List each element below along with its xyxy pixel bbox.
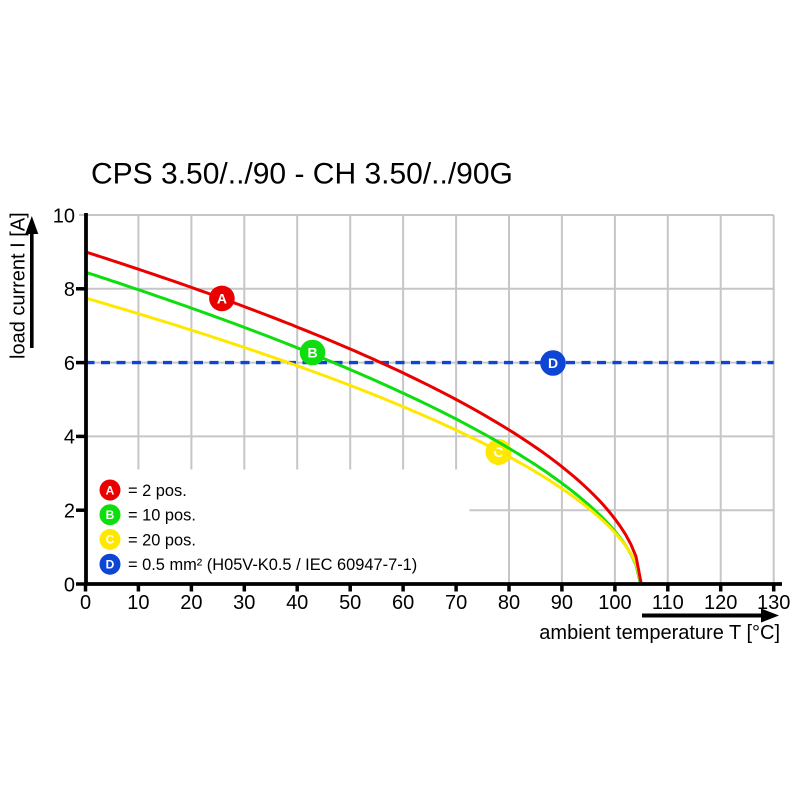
svg-text:110: 110 (652, 592, 684, 614)
svg-text:A: A (217, 291, 227, 307)
svg-text:90: 90 (551, 592, 573, 614)
svg-text:C: C (106, 533, 115, 547)
svg-text:0: 0 (64, 574, 75, 596)
svg-text:130: 130 (757, 592, 790, 614)
svg-text:CPS 3.50/../90 - CH 3.50/../90: CPS 3.50/../90 - CH 3.50/../90G (91, 158, 513, 191)
svg-text:80: 80 (498, 592, 520, 614)
svg-text:0: 0 (80, 592, 91, 614)
svg-text:60: 60 (392, 592, 414, 614)
svg-text:2: 2 (64, 501, 75, 523)
svg-text:120: 120 (704, 592, 737, 614)
svg-text:40: 40 (286, 592, 308, 614)
svg-text:= 20 pos.: = 20 pos. (128, 531, 196, 549)
svg-text:B: B (106, 508, 115, 522)
svg-text:D: D (548, 355, 558, 371)
svg-text:8: 8 (64, 279, 75, 301)
svg-text:ambient temperature T [°C]: ambient temperature T [°C] (539, 622, 780, 644)
svg-text:10: 10 (53, 205, 75, 227)
svg-text:= 10 pos.: = 10 pos. (128, 507, 196, 525)
svg-text:A: A (106, 483, 115, 497)
svg-text:100: 100 (598, 592, 631, 614)
svg-text:load current I [A]: load current I [A] (8, 212, 30, 359)
svg-text:4: 4 (64, 427, 75, 449)
svg-text:10: 10 (127, 592, 149, 614)
svg-text:30: 30 (233, 592, 255, 614)
svg-text:50: 50 (339, 592, 361, 614)
svg-text:D: D (106, 558, 115, 572)
svg-text:= 0.5 mm² (H05V-K0.5 / IEC 609: = 0.5 mm² (H05V-K0.5 / IEC 60947-7-1) (128, 556, 417, 574)
svg-text:= 2 pos.: = 2 pos. (128, 482, 187, 500)
svg-text:6: 6 (64, 353, 75, 375)
svg-text:B: B (307, 345, 317, 361)
svg-text:20: 20 (180, 592, 202, 614)
svg-text:70: 70 (445, 592, 467, 614)
